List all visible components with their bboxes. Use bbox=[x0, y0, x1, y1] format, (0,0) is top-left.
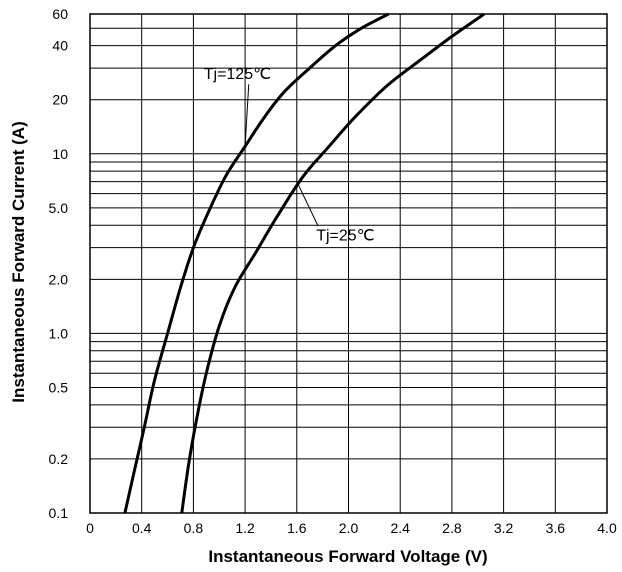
x-axis-title: Instantaneous Forward Voltage (V) bbox=[208, 547, 487, 566]
series-lines bbox=[123, 12, 486, 514]
y-tick-label: 0.2 bbox=[49, 451, 69, 467]
x-tick-label: 0.4 bbox=[132, 520, 152, 536]
y-tick-label: 40 bbox=[52, 38, 68, 54]
x-tick-label: 2.4 bbox=[390, 520, 410, 536]
x-tick-label: 0 bbox=[86, 520, 94, 536]
series-line-1 bbox=[123, 12, 390, 514]
x-tick-label: 3.6 bbox=[546, 520, 566, 536]
annotation-leader-line bbox=[296, 181, 319, 227]
series-line-2 bbox=[180, 12, 486, 514]
x-tick-label: 2.8 bbox=[442, 520, 462, 536]
x-tick-label: 1.2 bbox=[235, 520, 255, 536]
series-annotation-label: Tj=125℃ bbox=[204, 66, 271, 83]
x-tick-label: 4.0 bbox=[597, 520, 617, 536]
annotations: Tj=125℃ Tj=25℃ bbox=[204, 66, 375, 244]
y-tick-label: 1.0 bbox=[49, 325, 69, 341]
annotation-leader-line bbox=[244, 84, 250, 147]
x-tick-labels: 0 0.4 0.8 1.2 1.6 2.0 2.4 2.8 3.2 3.6 4.0 bbox=[86, 520, 617, 536]
y-axis-title: Instantaneous Forward Current (A) bbox=[9, 121, 28, 402]
x-tick-label: 0.8 bbox=[184, 520, 204, 536]
y-tick-label: 60 bbox=[52, 6, 68, 22]
grid bbox=[90, 14, 607, 513]
y-tick-label: 20 bbox=[52, 92, 68, 108]
y-tick-label: 5.0 bbox=[49, 200, 69, 216]
y-tick-label: 2.0 bbox=[49, 271, 69, 287]
y-tick-label: 0.5 bbox=[49, 379, 69, 395]
x-tick-label: 1.6 bbox=[287, 520, 307, 536]
y-tick-label: 0.1 bbox=[49, 505, 69, 521]
y-tick-label: 10 bbox=[52, 146, 68, 162]
x-tick-label: 3.2 bbox=[494, 520, 514, 536]
plot-frame bbox=[89, 13, 608, 514]
y-tick-labels: 0.1 0.2 0.5 1.0 2.0 5.0 10 20 40 60 bbox=[49, 6, 69, 521]
series-annotation-label: Tj=25℃ bbox=[316, 227, 374, 244]
x-tick-label: 2.0 bbox=[339, 520, 359, 536]
